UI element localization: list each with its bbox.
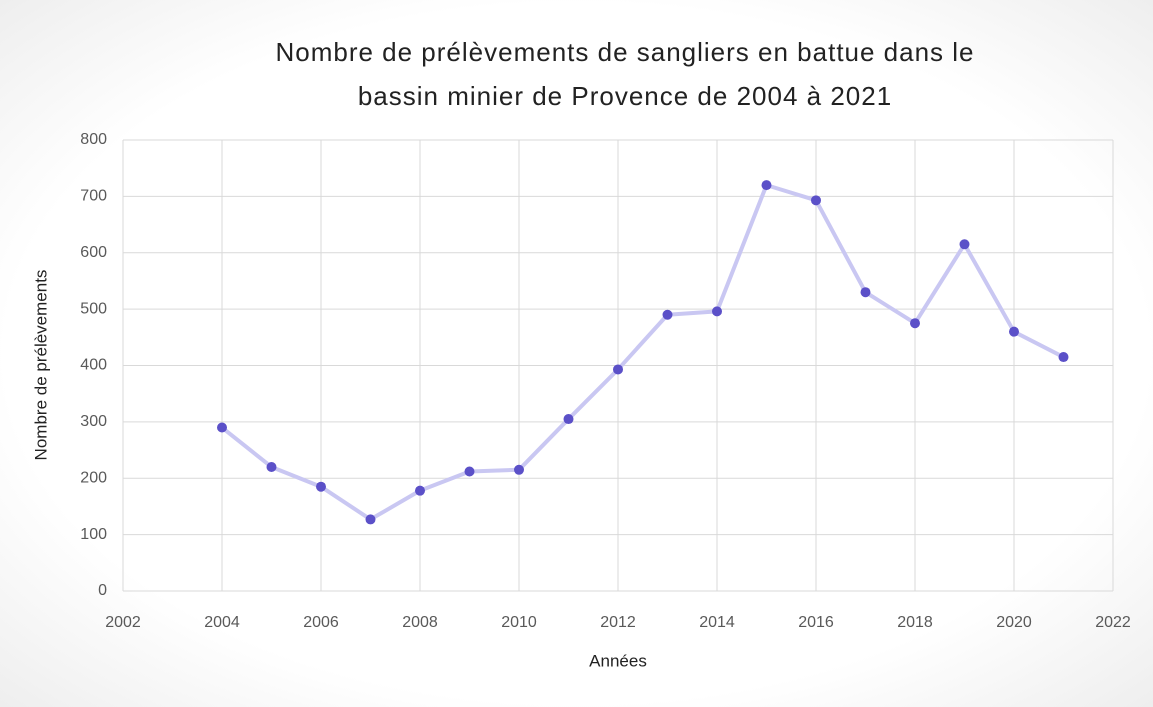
data-point [662, 309, 673, 320]
x-tick-label: 2022 [1095, 614, 1131, 631]
y-tick-label: 100 [80, 526, 107, 543]
series-line [220, 183, 1066, 522]
x-tick-label: 2016 [798, 614, 834, 631]
data-point [860, 287, 871, 298]
x-tick-label: 2020 [996, 614, 1032, 631]
y-tick-label: 600 [80, 244, 107, 261]
x-tick-label: 2018 [897, 614, 933, 631]
x-tick-label: 2012 [600, 614, 636, 631]
x-tick-label: 2010 [501, 614, 537, 631]
y-tick-label: 800 [80, 131, 107, 148]
data-point [959, 239, 970, 250]
data-point [266, 461, 277, 472]
x-tick-label: 2006 [303, 614, 339, 631]
x-tick-label: 2002 [105, 614, 141, 631]
chart-title: Nombre de prélèvements de sangliers en b… [275, 37, 975, 111]
data-point [1058, 352, 1069, 363]
data-point [563, 414, 574, 425]
data-point [1009, 326, 1019, 337]
data-point [464, 466, 475, 477]
y-tick-label: 500 [80, 300, 107, 317]
x-tick-label: 2014 [699, 614, 735, 631]
y-tick-label: 400 [80, 357, 107, 374]
x-axis-title: Années [589, 651, 647, 670]
data-point [217, 422, 227, 433]
data-point [613, 364, 623, 375]
y-tick-label: 0 [98, 582, 107, 599]
data-point [712, 306, 722, 317]
data-point [415, 485, 425, 496]
y-axis-title: Nombre de prélèvements [31, 270, 50, 461]
x-tick-label: 2004 [204, 614, 240, 631]
y-tick-label: 300 [80, 413, 107, 430]
data-point [811, 195, 821, 206]
y-tick-label: 700 [80, 188, 107, 205]
data-point [514, 464, 524, 475]
x-tick-label: 2008 [402, 614, 438, 631]
data-point [316, 481, 326, 492]
data-point [910, 318, 920, 329]
y-tick-label: 200 [80, 469, 107, 486]
data-point [365, 514, 376, 525]
data-point [761, 180, 772, 191]
